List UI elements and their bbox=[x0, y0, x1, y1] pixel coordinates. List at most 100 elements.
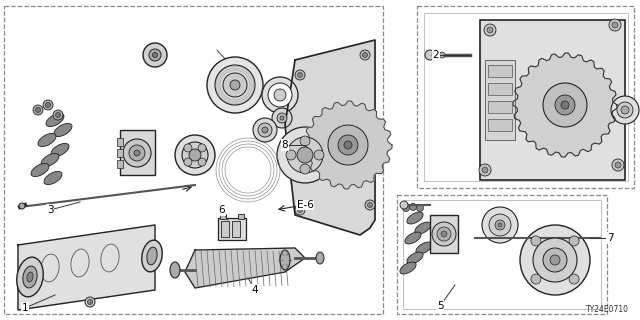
Circle shape bbox=[328, 125, 368, 165]
Circle shape bbox=[35, 108, 40, 113]
Circle shape bbox=[533, 238, 577, 282]
Bar bbox=[221, 221, 229, 237]
Circle shape bbox=[400, 201, 408, 209]
Circle shape bbox=[43, 100, 53, 110]
Bar bbox=[218, 218, 246, 240]
Circle shape bbox=[479, 164, 491, 176]
Text: 6: 6 bbox=[219, 205, 225, 215]
Circle shape bbox=[367, 203, 372, 207]
Circle shape bbox=[550, 255, 560, 265]
Circle shape bbox=[88, 300, 93, 305]
Text: E-6: E-6 bbox=[296, 200, 314, 210]
Polygon shape bbox=[304, 101, 392, 189]
Circle shape bbox=[184, 144, 192, 152]
Text: 1: 1 bbox=[22, 303, 28, 313]
Circle shape bbox=[184, 158, 192, 166]
Circle shape bbox=[53, 110, 63, 120]
Ellipse shape bbox=[17, 257, 44, 297]
Bar bbox=[117, 149, 123, 157]
Bar bbox=[430, 215, 458, 253]
Circle shape bbox=[612, 22, 618, 28]
Circle shape bbox=[437, 227, 451, 241]
Bar bbox=[4, 6, 383, 314]
Ellipse shape bbox=[54, 124, 72, 137]
Circle shape bbox=[338, 135, 358, 155]
Ellipse shape bbox=[142, 240, 162, 272]
Bar bbox=[488, 101, 512, 113]
Circle shape bbox=[482, 207, 518, 243]
Ellipse shape bbox=[44, 172, 62, 185]
Ellipse shape bbox=[23, 266, 37, 288]
Circle shape bbox=[569, 236, 579, 246]
Ellipse shape bbox=[46, 113, 64, 127]
Circle shape bbox=[268, 83, 292, 107]
Circle shape bbox=[432, 51, 440, 59]
Circle shape bbox=[85, 297, 95, 307]
Bar bbox=[488, 119, 512, 131]
Text: 4: 4 bbox=[252, 285, 259, 295]
Circle shape bbox=[175, 135, 215, 175]
Circle shape bbox=[207, 57, 263, 113]
Ellipse shape bbox=[316, 252, 324, 264]
Text: TY24E0710: TY24E0710 bbox=[586, 305, 629, 314]
Circle shape bbox=[258, 123, 272, 137]
Text: 8: 8 bbox=[282, 140, 288, 150]
Ellipse shape bbox=[416, 242, 432, 254]
Circle shape bbox=[441, 231, 447, 237]
Ellipse shape bbox=[51, 143, 69, 156]
Polygon shape bbox=[513, 53, 617, 157]
Circle shape bbox=[286, 150, 296, 160]
Bar bbox=[238, 214, 244, 219]
Circle shape bbox=[182, 142, 208, 168]
Bar bbox=[417, 6, 634, 188]
Circle shape bbox=[123, 139, 151, 167]
Circle shape bbox=[274, 89, 286, 101]
Ellipse shape bbox=[170, 262, 180, 278]
Circle shape bbox=[45, 102, 51, 108]
Ellipse shape bbox=[415, 222, 431, 234]
Bar bbox=[424, 13, 628, 181]
Circle shape bbox=[617, 102, 633, 118]
Circle shape bbox=[482, 167, 488, 173]
Circle shape bbox=[543, 248, 567, 272]
Bar bbox=[117, 138, 123, 146]
Circle shape bbox=[272, 108, 292, 128]
Circle shape bbox=[189, 149, 201, 161]
Circle shape bbox=[612, 159, 624, 171]
Circle shape bbox=[417, 204, 424, 212]
Circle shape bbox=[531, 236, 541, 246]
Circle shape bbox=[56, 113, 61, 117]
Circle shape bbox=[277, 127, 333, 183]
Circle shape bbox=[621, 106, 629, 114]
Polygon shape bbox=[185, 248, 305, 288]
Circle shape bbox=[33, 105, 43, 115]
Circle shape bbox=[520, 225, 590, 295]
Ellipse shape bbox=[41, 153, 59, 167]
Circle shape bbox=[262, 127, 268, 133]
Circle shape bbox=[277, 113, 287, 123]
Circle shape bbox=[569, 274, 579, 284]
Circle shape bbox=[287, 137, 323, 173]
Bar bbox=[232, 221, 240, 237]
Text: 2: 2 bbox=[433, 50, 439, 60]
Circle shape bbox=[298, 207, 303, 212]
Bar bbox=[397, 195, 607, 314]
Bar bbox=[403, 200, 601, 309]
Circle shape bbox=[543, 83, 587, 127]
Circle shape bbox=[295, 70, 305, 80]
Circle shape bbox=[198, 144, 206, 152]
Circle shape bbox=[19, 203, 25, 209]
Circle shape bbox=[531, 274, 541, 284]
Circle shape bbox=[495, 220, 505, 230]
Circle shape bbox=[362, 52, 367, 58]
Circle shape bbox=[152, 52, 157, 58]
Circle shape bbox=[489, 214, 511, 236]
Circle shape bbox=[143, 43, 167, 67]
Bar bbox=[480, 20, 625, 180]
Circle shape bbox=[561, 101, 569, 109]
Circle shape bbox=[262, 77, 298, 113]
Circle shape bbox=[344, 141, 352, 149]
Ellipse shape bbox=[407, 252, 423, 264]
Circle shape bbox=[487, 27, 493, 33]
Circle shape bbox=[129, 145, 145, 161]
